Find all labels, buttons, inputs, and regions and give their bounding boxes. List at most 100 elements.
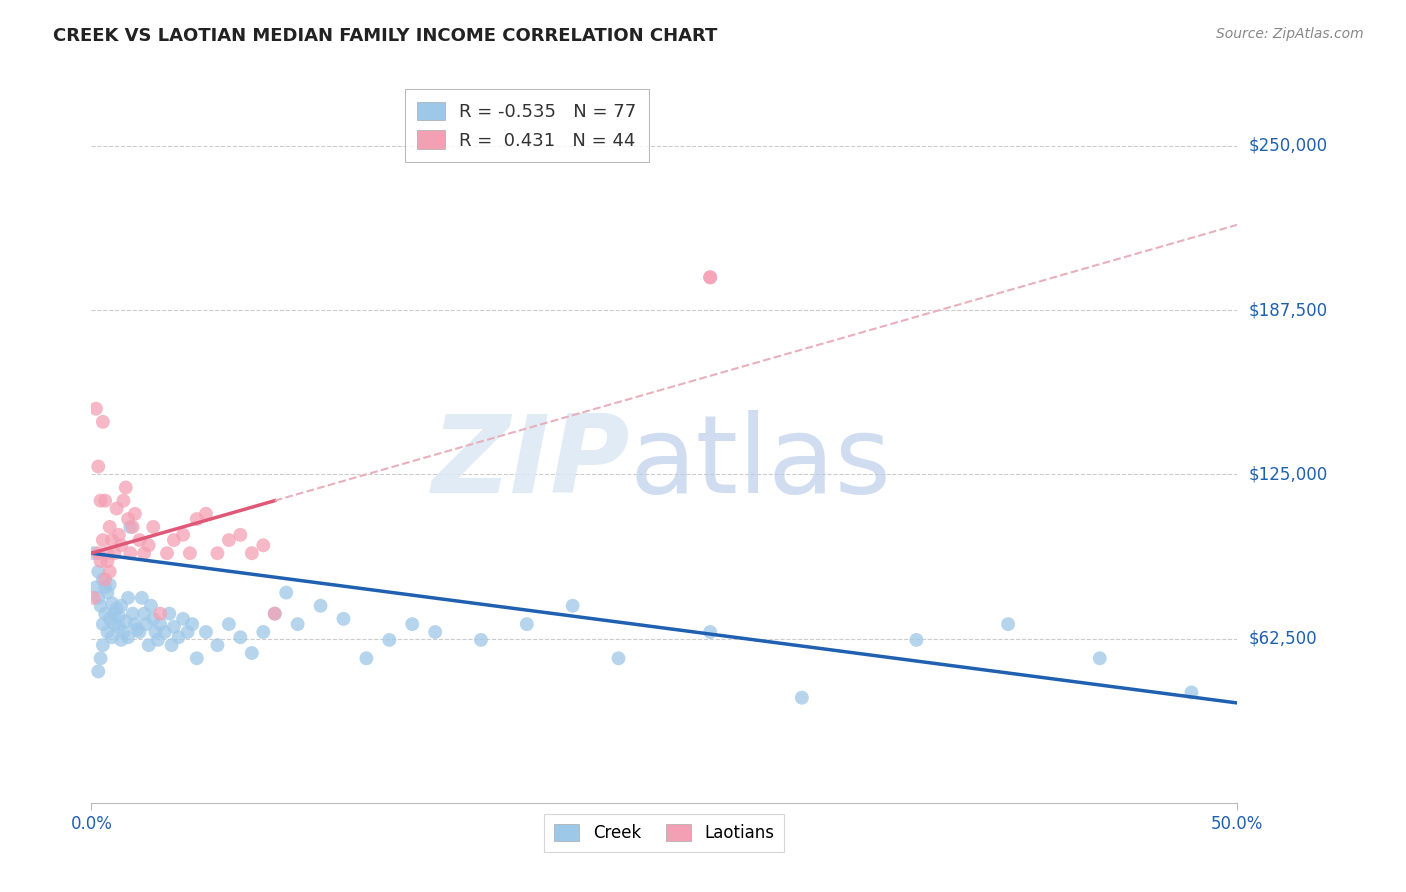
Point bbox=[138, 638, 160, 652]
Point bbox=[127, 623, 149, 637]
Point bbox=[516, 617, 538, 632]
Point bbox=[1180, 685, 1202, 699]
Text: CREEK VS LAOTIAN MEDIAN FAMILY INCOME CORRELATION CHART: CREEK VS LAOTIAN MEDIAN FAMILY INCOME CO… bbox=[53, 27, 718, 45]
Point bbox=[263, 607, 285, 621]
Point bbox=[87, 665, 110, 679]
Point bbox=[105, 601, 128, 615]
Point bbox=[91, 533, 114, 547]
Point bbox=[124, 507, 146, 521]
Point bbox=[131, 591, 153, 605]
Point bbox=[84, 401, 107, 416]
Text: $250,000: $250,000 bbox=[1249, 137, 1327, 155]
Point bbox=[172, 612, 194, 626]
Point bbox=[117, 512, 139, 526]
Point bbox=[117, 630, 139, 644]
Point bbox=[91, 573, 114, 587]
Point bbox=[108, 528, 131, 542]
Point bbox=[167, 630, 190, 644]
Point bbox=[699, 270, 721, 285]
Point bbox=[87, 546, 110, 560]
Point bbox=[790, 690, 813, 705]
Point bbox=[87, 459, 110, 474]
Point bbox=[229, 630, 252, 644]
Point bbox=[218, 533, 240, 547]
Point bbox=[218, 617, 240, 632]
Point bbox=[96, 625, 118, 640]
Point bbox=[91, 415, 114, 429]
Point bbox=[98, 578, 121, 592]
Point bbox=[98, 520, 121, 534]
Point bbox=[135, 617, 157, 632]
Point bbox=[1088, 651, 1111, 665]
Point bbox=[186, 651, 208, 665]
Text: atlas: atlas bbox=[630, 410, 891, 516]
Point bbox=[149, 607, 172, 621]
Point bbox=[94, 607, 117, 621]
Point bbox=[90, 651, 112, 665]
Point bbox=[470, 632, 492, 647]
Point bbox=[229, 528, 252, 542]
Point bbox=[139, 599, 162, 613]
Point bbox=[194, 507, 217, 521]
Point bbox=[90, 599, 112, 613]
Point bbox=[110, 632, 132, 647]
Point bbox=[138, 538, 160, 552]
Point bbox=[108, 620, 131, 634]
Point bbox=[120, 520, 142, 534]
Point bbox=[356, 651, 378, 665]
Point bbox=[132, 607, 155, 621]
Point bbox=[172, 528, 194, 542]
Point bbox=[181, 617, 204, 632]
Point bbox=[252, 538, 274, 552]
Point bbox=[103, 607, 125, 621]
Point bbox=[94, 493, 117, 508]
Point bbox=[114, 615, 136, 629]
Point bbox=[252, 625, 274, 640]
Point bbox=[114, 481, 136, 495]
Point bbox=[91, 617, 114, 632]
Point bbox=[146, 632, 169, 647]
Point bbox=[128, 625, 150, 640]
Point bbox=[108, 609, 131, 624]
Point bbox=[101, 533, 124, 547]
Point bbox=[163, 620, 186, 634]
Point bbox=[105, 501, 128, 516]
Point bbox=[120, 546, 142, 560]
Point bbox=[163, 533, 186, 547]
Point bbox=[110, 538, 132, 552]
Point bbox=[103, 617, 125, 632]
Point bbox=[96, 546, 118, 560]
Point bbox=[96, 554, 118, 568]
Point bbox=[87, 591, 110, 605]
Point bbox=[263, 607, 285, 621]
Text: Source: ZipAtlas.com: Source: ZipAtlas.com bbox=[1216, 27, 1364, 41]
Legend: Creek, Laotians: Creek, Laotians bbox=[544, 814, 785, 852]
Point bbox=[132, 546, 155, 560]
Point bbox=[240, 646, 263, 660]
Point bbox=[561, 599, 583, 613]
Point bbox=[94, 573, 117, 587]
Text: $125,000: $125,000 bbox=[1249, 466, 1327, 483]
Point bbox=[124, 617, 146, 632]
Point bbox=[401, 617, 423, 632]
Point bbox=[179, 546, 201, 560]
Point bbox=[96, 585, 118, 599]
Point bbox=[142, 520, 165, 534]
Point bbox=[90, 554, 112, 568]
Point bbox=[103, 546, 125, 560]
Point bbox=[207, 546, 229, 560]
Point bbox=[332, 612, 354, 626]
Point bbox=[240, 546, 263, 560]
Point bbox=[142, 612, 165, 626]
Point bbox=[186, 512, 208, 526]
Point bbox=[91, 638, 114, 652]
Point bbox=[83, 546, 105, 560]
Text: $187,500: $187,500 bbox=[1249, 301, 1327, 319]
Point bbox=[997, 617, 1019, 632]
Point bbox=[117, 591, 139, 605]
Point bbox=[84, 580, 107, 594]
Point bbox=[378, 632, 401, 647]
Point bbox=[905, 632, 928, 647]
Point bbox=[98, 612, 121, 626]
Point bbox=[112, 625, 135, 640]
